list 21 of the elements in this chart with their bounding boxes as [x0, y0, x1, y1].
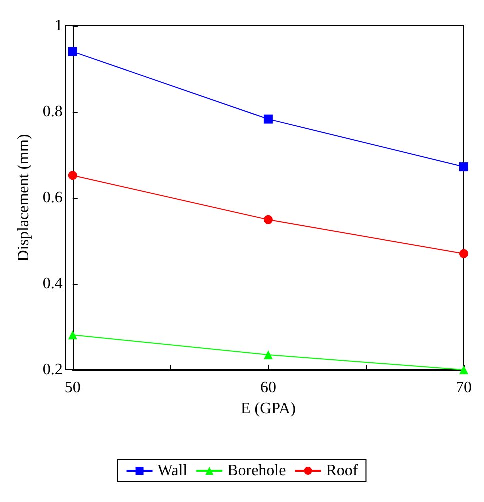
y-tick-label: 0.6 [42, 190, 63, 206]
legend-label: Borehole [228, 462, 286, 480]
point [460, 249, 468, 258]
y-tick-label: 0.8 [42, 104, 63, 120]
point [264, 350, 273, 360]
x-tick-label: 70 [456, 380, 472, 396]
y-tick-label: 0.4 [42, 276, 63, 292]
point [264, 114, 273, 124]
point [68, 47, 78, 56]
legend-label: Wall [158, 462, 188, 480]
legend-label: Roof [326, 462, 359, 480]
point [68, 171, 78, 180]
x-tick-label: 50 [64, 380, 81, 396]
y-tick-label: 1 [54, 18, 63, 34]
x-tick-label: 60 [260, 380, 276, 396]
point [460, 162, 468, 172]
y-tick-label: 0.2 [42, 362, 63, 378]
x-axis-title: E (GPA) [240, 400, 296, 418]
point [68, 330, 78, 340]
y-axis-title: Displacement (mm) [16, 134, 32, 262]
point [264, 215, 273, 224]
